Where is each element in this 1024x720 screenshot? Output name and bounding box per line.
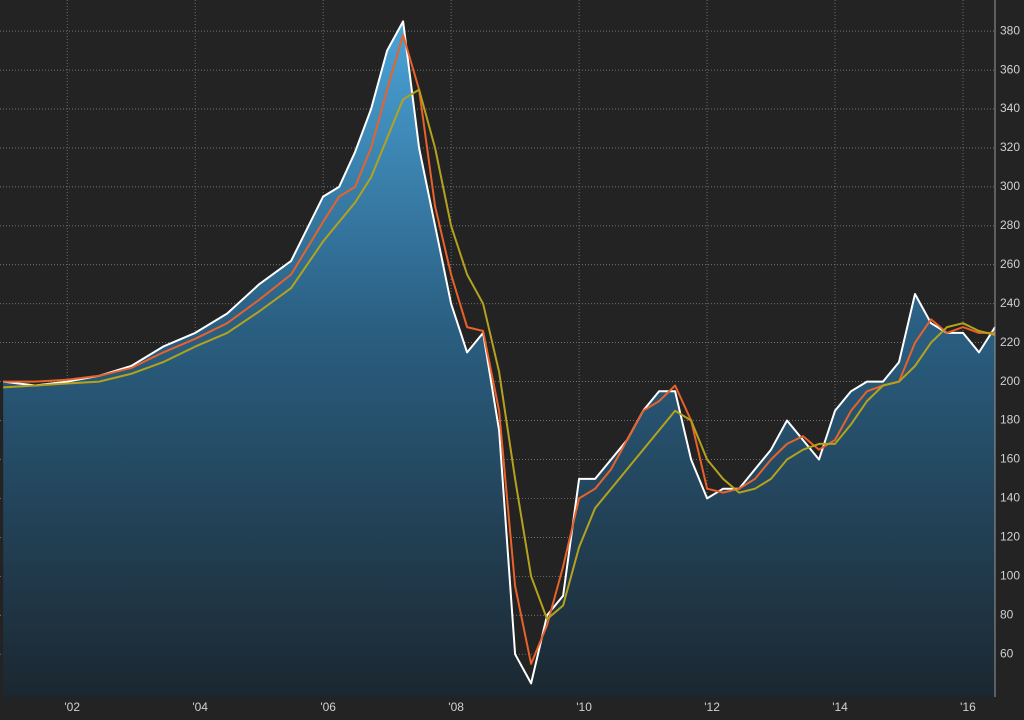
y-tick-label: 360	[1000, 62, 1020, 76]
y-tick-label: 340	[1000, 101, 1020, 115]
y-tick-label: 380	[1000, 23, 1020, 37]
y-tick-label: 80	[1000, 607, 1014, 621]
y-tick-label: 160	[1000, 452, 1020, 466]
y-tick-label: 260	[1000, 257, 1020, 271]
x-tick-label: '14	[832, 700, 848, 714]
y-tick-label: 220	[1000, 335, 1020, 349]
x-tick-label: '04	[192, 700, 208, 714]
y-tick-label: 320	[1000, 140, 1020, 154]
line	[3, 34, 995, 665]
line	[3, 20, 996, 685]
area	[3, 21, 995, 697]
y-tick-label: 120	[1000, 530, 1020, 544]
y-tick-label: 200	[1000, 374, 1020, 388]
y-tick-label: 180	[1000, 413, 1020, 427]
y-tick-label: 280	[1000, 218, 1020, 232]
y-tick-label: 100	[1000, 568, 1020, 582]
x-tick-label: '06	[320, 700, 336, 714]
x-tick-label: '08	[448, 700, 464, 714]
x-tick-label: '16	[960, 700, 976, 714]
y-tick-label: 60	[1000, 646, 1014, 660]
x-tick-label: '10	[576, 700, 592, 714]
x-tick-label: '12	[704, 700, 720, 714]
y-tick-label: 300	[1000, 179, 1020, 193]
line	[3, 88, 996, 621]
y-tick-label: 140	[1000, 491, 1020, 505]
x-tick-label: '02	[64, 700, 80, 714]
y-tick-label: 240	[1000, 296, 1020, 310]
